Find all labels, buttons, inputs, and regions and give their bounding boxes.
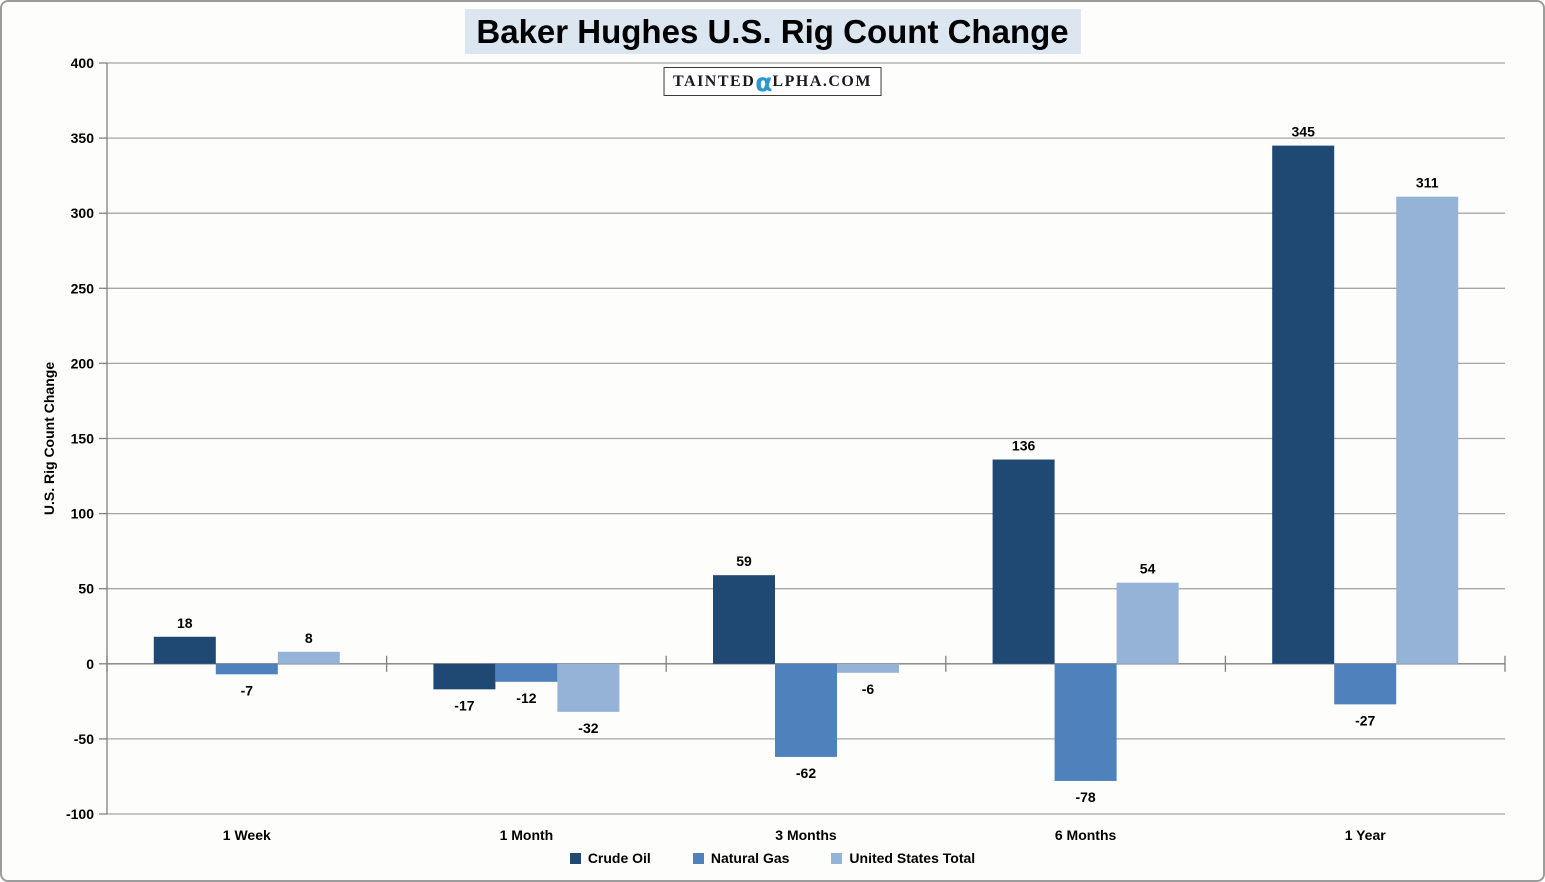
bar-value-label: -27	[1355, 712, 1375, 728]
bar-united-states-total-6-months	[1116, 582, 1179, 664]
y-tick-label: 300	[71, 205, 95, 221]
y-tick-label: 0	[86, 656, 94, 672]
y-tick-label: 400	[71, 55, 95, 71]
x-category-label: 1 Year	[1345, 827, 1387, 843]
bar-natural-gas-3-months	[775, 663, 837, 757]
bar-value-label: -32	[578, 720, 598, 736]
y-tick-label: 250	[71, 280, 95, 296]
legend-swatch-united-states-total	[831, 852, 843, 864]
legend-item-natural-gas: Natural Gas	[692, 850, 790, 866]
taintedalpha-logo: TAINTED α LPHA.COM	[663, 67, 882, 96]
bar-crude-oil-1-month	[433, 663, 496, 690]
bar-natural-gas-1-month	[495, 663, 558, 682]
legend-label: Crude Oil	[587, 850, 651, 866]
bar-value-label: 136	[1012, 438, 1036, 454]
bar-crude-oil-6-months	[992, 459, 1055, 664]
y-axis-title: U.S. Rig Count Change	[41, 362, 57, 515]
bar-united-states-total-1-week	[277, 651, 340, 664]
legend-swatch-natural-gas	[692, 852, 704, 864]
legend-label: United States Total	[849, 850, 976, 866]
legend-item-crude-oil: Crude Oil	[569, 850, 651, 866]
bar-value-label: 345	[1292, 124, 1316, 140]
bar-value-label: 54	[1140, 561, 1156, 577]
bar-crude-oil-3-months	[713, 575, 775, 664]
bar-value-label: 18	[177, 615, 193, 631]
bar-value-label: -17	[454, 697, 474, 713]
legend-label: Natural Gas	[710, 850, 790, 866]
y-tick-label: 350	[71, 130, 95, 146]
legend-swatch-crude-oil	[569, 852, 581, 864]
bar-united-states-total-3-months	[837, 663, 899, 673]
bar-natural-gas-1-week	[215, 663, 278, 675]
bar-value-label: 59	[736, 553, 752, 569]
bar-crude-oil-1-week	[153, 636, 216, 664]
bar-crude-oil-1-year	[1272, 145, 1335, 664]
bar-value-label: -78	[1075, 789, 1095, 805]
bar-value-label: -12	[516, 690, 536, 706]
bar-united-states-total-1-month	[557, 663, 620, 712]
y-tick-label: 100	[71, 506, 95, 522]
y-tick-label: 150	[71, 431, 95, 447]
bar-united-states-total-1-year	[1396, 196, 1459, 664]
bar-value-label: -6	[862, 681, 875, 697]
y-tick-label: 200	[71, 355, 95, 371]
logo-alpha-glyph: α	[755, 68, 773, 97]
logo-text-left: TAINTED	[673, 72, 756, 90]
logo-text-right: LPHA.COM	[772, 72, 872, 90]
bar-value-label: -7	[241, 682, 254, 698]
legend-item-united-states-total: United States Total	[831, 850, 975, 866]
x-category-label: 1 Month	[500, 827, 554, 843]
chart-title: Baker Hughes U.S. Rig Count Change	[464, 9, 1081, 55]
bar-value-label: 8	[305, 630, 313, 646]
y-tick-label: -100	[66, 806, 94, 822]
y-tick-label: 50	[78, 581, 94, 597]
bar-value-label: 311	[1416, 175, 1439, 191]
legend: Crude Oil Natural Gas United States Total	[2, 850, 1543, 866]
x-category-label: 1 Week	[223, 827, 271, 843]
x-category-label: 3 Months	[775, 827, 837, 843]
y-tick-label: -50	[74, 731, 94, 747]
bar-natural-gas-1-year	[1334, 663, 1397, 705]
bar-value-label: -62	[796, 765, 816, 781]
x-category-label: 6 Months	[1055, 827, 1117, 843]
bar-natural-gas-6-months	[1054, 663, 1117, 781]
